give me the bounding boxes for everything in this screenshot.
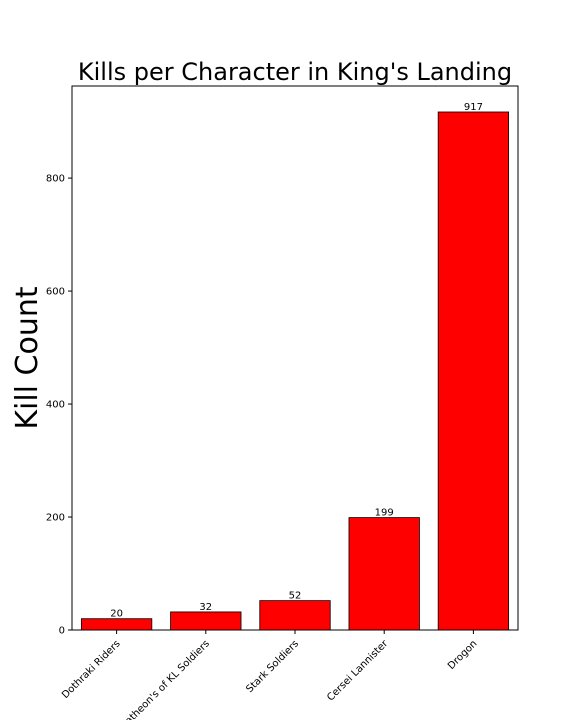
data-label: 32 (199, 602, 212, 613)
y-tick-label: 400 (46, 400, 65, 411)
x-tick-label: Dothraki Riders (60, 638, 123, 701)
data-label: 199 (375, 508, 394, 519)
y-tick-label: 600 (46, 287, 65, 298)
bar (259, 600, 331, 631)
bar (170, 611, 242, 631)
bar (348, 517, 420, 631)
data-label: 917 (464, 102, 483, 113)
y-tick-label: 800 (46, 174, 65, 185)
data-label: 20 (110, 609, 123, 620)
bar (80, 618, 153, 631)
bar (437, 111, 510, 631)
y-tick-label: 0 (59, 626, 65, 637)
x-tick-label: Cersei Lannister (325, 638, 391, 704)
chart-title: Kills per Character in King's Landing (78, 58, 512, 86)
x-tick-label: Drogon (446, 638, 480, 672)
y-axis-label: Kill Count (10, 286, 45, 430)
x-tick-label: Stark Soldiers (244, 638, 301, 695)
y-tick-label: 200 (46, 513, 65, 524)
data-label: 52 (289, 591, 302, 602)
